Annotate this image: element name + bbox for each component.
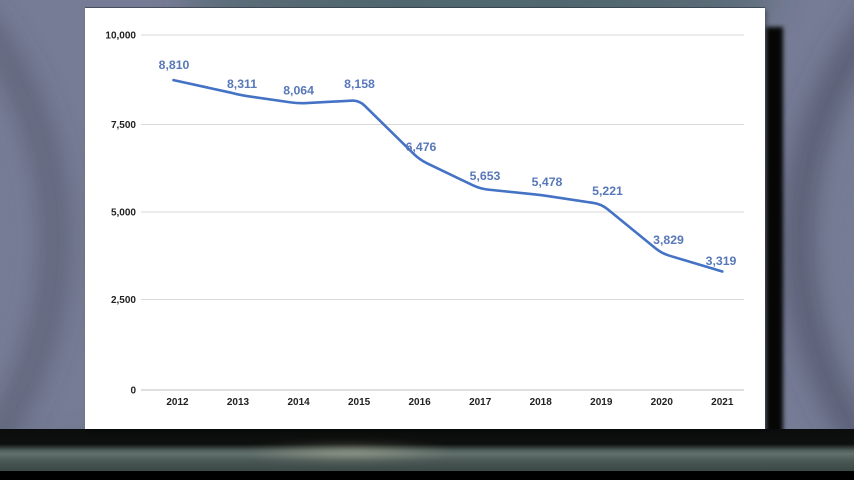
- svg-text:7,500: 7,500: [111, 120, 136, 131]
- svg-text:2014: 2014: [287, 397, 310, 408]
- svg-text:2018: 2018: [530, 397, 553, 408]
- svg-text:2016: 2016: [408, 397, 431, 408]
- svg-text:2019: 2019: [590, 397, 613, 408]
- svg-text:3,829: 3,829: [653, 233, 684, 247]
- svg-text:3,319: 3,319: [706, 254, 737, 268]
- svg-text:0: 0: [130, 386, 136, 397]
- svg-text:2020: 2020: [651, 397, 674, 408]
- svg-text:2013: 2013: [227, 397, 250, 408]
- svg-text:8,311: 8,311: [227, 77, 257, 91]
- svg-text:5,221: 5,221: [592, 184, 623, 198]
- svg-text:10,000: 10,000: [105, 31, 136, 42]
- svg-text:2015: 2015: [348, 397, 371, 408]
- svg-text:8,158: 8,158: [344, 77, 375, 91]
- svg-text:5,478: 5,478: [532, 175, 563, 189]
- svg-text:2017: 2017: [469, 397, 492, 408]
- svg-text:8,810: 8,810: [159, 58, 190, 72]
- svg-text:2012: 2012: [166, 397, 189, 408]
- svg-text:5,000: 5,000: [111, 208, 136, 219]
- svg-text:5,653: 5,653: [470, 169, 501, 183]
- svg-text:2021: 2021: [711, 397, 734, 408]
- svg-text:2,500: 2,500: [111, 295, 136, 306]
- svg-text:6,476: 6,476: [406, 140, 437, 154]
- svg-text:8,064: 8,064: [283, 84, 314, 98]
